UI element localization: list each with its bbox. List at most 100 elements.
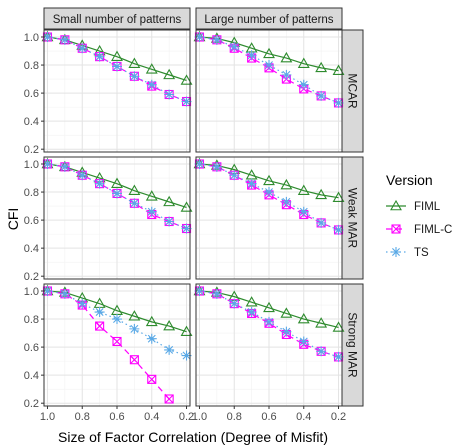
x-tick-label: 1.0 xyxy=(192,411,207,423)
y-tick-label: 0.8 xyxy=(24,314,39,326)
data-point xyxy=(77,298,88,309)
data-point xyxy=(316,346,327,357)
data-point xyxy=(211,288,222,299)
legend-item-fiml-c: FIML-C xyxy=(386,224,452,236)
panel-border xyxy=(195,29,343,153)
panel: 0.2 0.4 0.6 0.8 1.0 xyxy=(24,156,193,283)
data-point xyxy=(246,307,257,318)
y-tick-label: 1.0 xyxy=(24,286,39,298)
col-strip: Small number of patterns xyxy=(43,7,191,30)
data-point xyxy=(59,161,70,172)
data-point xyxy=(333,351,344,362)
data-point xyxy=(229,170,240,181)
data-point xyxy=(298,206,309,217)
y-tick-label: 0.4 xyxy=(24,243,39,255)
data-point xyxy=(164,394,174,404)
legend-key-marker xyxy=(391,247,401,257)
panel xyxy=(193,156,345,280)
data-point xyxy=(316,217,327,228)
data-point xyxy=(315,317,328,328)
data-point xyxy=(281,69,292,80)
panel-border xyxy=(195,156,343,280)
x-tick-label: 1.0 xyxy=(40,411,55,423)
data-point xyxy=(264,187,274,198)
x-tick-label: 0.6 xyxy=(109,411,124,423)
col-strip-label: Large number of patterns xyxy=(204,14,333,26)
data-point xyxy=(280,51,293,63)
data-point xyxy=(94,178,105,189)
x-tick-label: 0.4 xyxy=(144,411,159,423)
labels-layer: Size of Factor Correlation (Degree of Mi… xyxy=(5,208,328,445)
legend-item-fiml: FIML xyxy=(386,199,441,213)
data-point xyxy=(229,41,240,52)
data-point xyxy=(194,159,205,170)
data-point xyxy=(94,307,105,318)
data-point xyxy=(281,326,292,337)
data-point xyxy=(263,47,275,59)
y-tick-label: 0.6 xyxy=(24,88,39,100)
data-point xyxy=(42,32,53,43)
series-line xyxy=(47,163,187,209)
panels-layer: Small number of patterns Large number of … xyxy=(24,7,364,423)
series-ts xyxy=(42,159,192,234)
y-tick-label: 1.0 xyxy=(24,32,39,44)
data-point xyxy=(245,296,258,307)
legend-key-marker xyxy=(390,199,402,211)
series-line xyxy=(47,36,187,82)
data-point xyxy=(263,301,275,313)
data-point xyxy=(297,57,310,68)
legend-label: FIML xyxy=(414,201,441,213)
legend-item-ts: TS xyxy=(386,247,429,259)
data-point xyxy=(298,336,309,347)
data-point xyxy=(280,178,293,190)
data-point xyxy=(145,63,158,74)
data-point xyxy=(112,336,122,347)
panel: 0.2 0.4 0.6 0.8 1.0 1.0 0.8 0.6 0.4 0.2 xyxy=(24,283,194,423)
legend-key-marker xyxy=(391,224,401,234)
data-point xyxy=(112,61,122,72)
series-line xyxy=(199,290,339,358)
data-point xyxy=(163,319,176,331)
data-point xyxy=(332,191,345,202)
y-tick-label: 0.2 xyxy=(24,271,39,283)
data-point xyxy=(332,321,345,332)
data-point xyxy=(147,374,157,384)
data-point xyxy=(128,57,141,68)
row-strip-label: MCAR xyxy=(346,73,360,109)
data-point xyxy=(246,178,257,189)
y-tick-label: 0.6 xyxy=(24,215,39,227)
legend-title: Version xyxy=(386,172,433,188)
series-line xyxy=(47,163,187,230)
data-point xyxy=(77,43,88,54)
series-line xyxy=(199,36,339,104)
data-point xyxy=(146,333,157,344)
data-point xyxy=(129,355,139,365)
legend-label: FIML-C xyxy=(414,224,452,236)
data-point xyxy=(298,79,309,90)
row-strip: Strong MAR xyxy=(341,283,364,407)
data-point xyxy=(129,71,140,82)
data-point xyxy=(332,64,345,75)
data-point xyxy=(181,96,192,107)
data-point xyxy=(59,288,70,299)
data-point xyxy=(333,97,344,108)
y-tick-label: 0.6 xyxy=(24,342,39,354)
data-point xyxy=(111,177,123,188)
y-tick-label: 0.4 xyxy=(24,370,39,382)
data-point xyxy=(229,298,240,309)
data-point xyxy=(194,286,205,297)
data-point xyxy=(211,34,222,45)
series-line xyxy=(199,36,339,72)
data-point xyxy=(112,314,122,325)
y-tick-label: 1.0 xyxy=(24,159,39,171)
x-axis-title: Size of Factor Correlation (Degree of Mi… xyxy=(58,429,328,445)
panel: 0.2 0.4 0.6 0.8 1.0 xyxy=(24,29,193,156)
data-point xyxy=(194,32,205,43)
x-tick-label: 0.2 xyxy=(331,411,346,423)
series-line xyxy=(199,290,339,329)
y-tick-label: 0.2 xyxy=(24,144,39,156)
col-strip-label: Small number of patterns xyxy=(53,14,182,26)
data-point xyxy=(59,34,70,45)
y-tick-label: 0.4 xyxy=(24,116,39,128)
y-axis-title: CFI xyxy=(5,208,21,231)
